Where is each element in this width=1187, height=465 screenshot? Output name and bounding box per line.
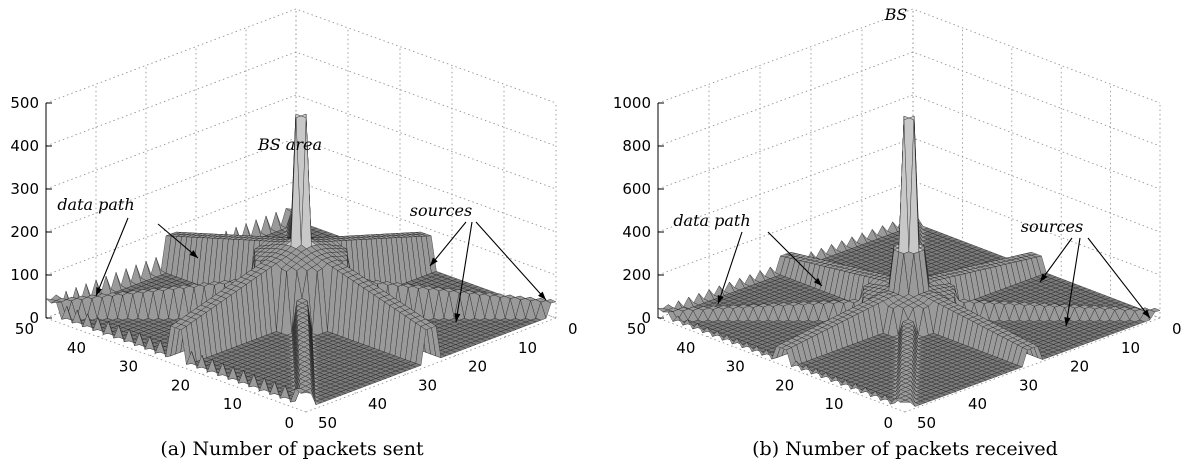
annotations: BS area data path sources — [57, 135, 547, 323]
x-tick-label: 20 — [468, 358, 487, 376]
arrowhead — [189, 250, 198, 258]
y-tick-label: 20 — [171, 376, 190, 394]
annotation-arrow — [157, 223, 199, 259]
x-tick-label: 10 — [518, 339, 537, 357]
arrowhead — [96, 287, 103, 296]
z-tick-label: 100 — [10, 266, 39, 284]
y-tick-label: 30 — [119, 358, 138, 376]
annotation-arrow — [475, 221, 547, 301]
figure-caption: (a) Number of packets sent — [160, 438, 424, 460]
x-tick-label: 50 — [318, 414, 337, 432]
surface-mesh — [45, 113, 557, 406]
arrowhead — [430, 257, 438, 266]
annotation-arrow — [455, 221, 473, 323]
x-tick-label: 30 — [418, 376, 437, 394]
y-tick-label: 50 — [15, 320, 34, 338]
arrowhead — [454, 313, 461, 322]
annotation-arrow — [429, 221, 467, 267]
z-tick-label: 200 — [10, 223, 39, 241]
z-tick-label: 300 — [10, 180, 39, 198]
surface-cell — [300, 390, 312, 394]
y-tick-label: 0 — [284, 414, 294, 432]
annotation-sources: sources — [410, 201, 472, 220]
y-tick-label: 40 — [67, 339, 86, 357]
y-tick-label: 10 — [223, 395, 242, 413]
annotation-arrow — [95, 217, 129, 297]
z-tick-label: 500 — [10, 94, 39, 112]
x-tick-label: 0 — [568, 320, 578, 338]
annotation-peak: BS area — [257, 135, 322, 154]
z-tick-label: 0 — [29, 309, 39, 327]
z-tick-label: 400 — [10, 137, 39, 155]
surface-plot-received: 020040060080010000102030405050403020100B… — [613, 5, 1182, 460]
surface-mesh — [657, 115, 1161, 407]
arrowhead — [538, 291, 546, 300]
annotation-path: data path — [57, 195, 134, 214]
surface-plot-sent: 01002003004005000102030405050403020100BS… — [10, 8, 578, 460]
x-tick-label: 40 — [368, 395, 387, 413]
